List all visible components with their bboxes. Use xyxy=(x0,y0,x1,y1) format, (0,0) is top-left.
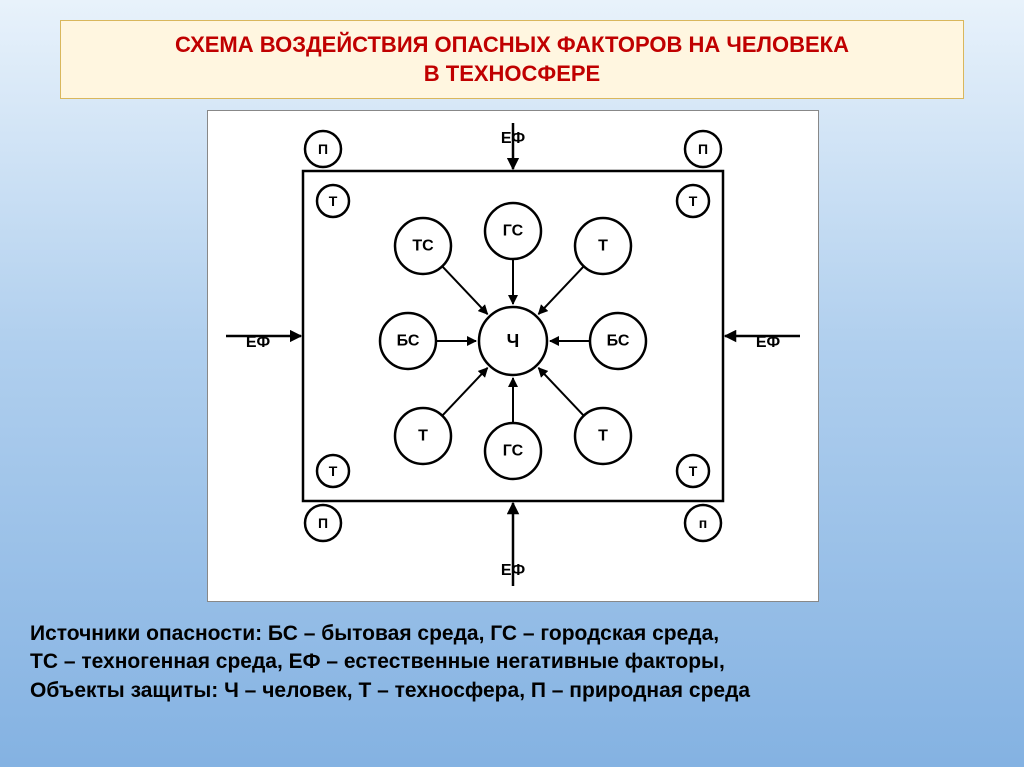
inner-arrow xyxy=(538,266,583,314)
node-inner-label: ГС xyxy=(503,223,524,240)
title-box: СХЕМА ВОЗДЕЙСТВИЯ ОПАСНЫХ ФАКТОРОВ НА ЧЕ… xyxy=(60,20,964,99)
ef-label: ЕФ xyxy=(246,334,271,351)
node-inner-label: Т xyxy=(598,238,608,255)
ef-label: ЕФ xyxy=(501,562,526,579)
node-inner-label: Т xyxy=(598,428,608,445)
title-line1: СХЕМА ВОЗДЕЙСТВИЯ ОПАСНЫХ ФАКТОРОВ НА ЧЕ… xyxy=(81,31,943,60)
node-p-label: п xyxy=(699,515,707,531)
inner-arrow xyxy=(442,266,487,314)
inner-arrow xyxy=(538,368,583,416)
node-inner-label: ТС xyxy=(412,238,434,255)
legend-line3: Объекты защиты: Ч – человек, Т – техносф… xyxy=(30,677,994,705)
diagram-container: ЕФ ЕФ ЕФ ЕФ П П Пп Т Т Т Т ТС ГС Т БС БС Т ГС Т Ч xyxy=(207,110,819,602)
node-inner-label: БС xyxy=(607,333,630,350)
node-inner-label: ГС xyxy=(503,443,524,460)
ef-label: ЕФ xyxy=(501,130,526,147)
node-t-corner-label: Т xyxy=(689,193,698,209)
node-t-corner-label: Т xyxy=(689,463,698,479)
legend-block: Источники опасности: БС – бытовая среда,… xyxy=(30,620,994,705)
node-p-label: П xyxy=(318,515,328,531)
node-p-label: П xyxy=(318,141,328,157)
legend-line1: Источники опасности: БС – бытовая среда,… xyxy=(30,620,994,648)
node-inner-label: Т xyxy=(418,428,428,445)
title-line2: В ТЕХНОСФЕРЕ xyxy=(81,60,943,89)
legend-line2: ТС – техногенная среда, ЕФ – естественны… xyxy=(30,648,994,676)
technosphere-diagram: ЕФ ЕФ ЕФ ЕФ П П Пп Т Т Т Т ТС ГС Т БС БС Т ГС Т Ч xyxy=(208,111,818,601)
ef-label: ЕФ xyxy=(756,334,781,351)
node-t-corner-label: Т xyxy=(329,463,338,479)
node-inner-label: БС xyxy=(397,333,420,350)
node-center-label: Ч xyxy=(507,331,520,351)
inner-arrow xyxy=(442,368,487,416)
slide: СХЕМА ВОЗДЕЙСТВИЯ ОПАСНЫХ ФАКТОРОВ НА ЧЕ… xyxy=(0,0,1024,767)
node-t-corner-label: Т xyxy=(329,193,338,209)
node-p-label: П xyxy=(698,141,708,157)
